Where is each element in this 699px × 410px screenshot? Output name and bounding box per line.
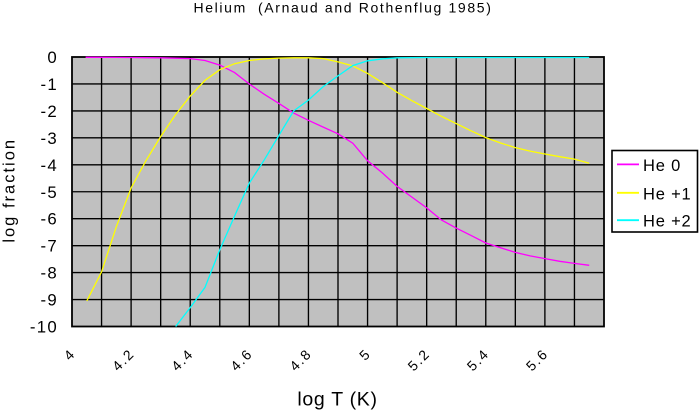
svg-text:4.6: 4.6 xyxy=(227,345,256,374)
svg-text:-3: -3 xyxy=(40,129,58,148)
svg-text:5: 5 xyxy=(356,345,374,363)
svg-text:Helium (Arnaud and Rothenflug: Helium (Arnaud and Rothenflug 1985) xyxy=(193,0,492,16)
svg-text:5.4: 5.4 xyxy=(464,345,493,374)
svg-text:log T (K): log T (K) xyxy=(297,389,377,410)
svg-text:-9: -9 xyxy=(40,291,58,310)
svg-text:-8: -8 xyxy=(40,264,58,283)
svg-text:He +1: He +1 xyxy=(643,185,692,203)
svg-text:log fraction: log fraction xyxy=(0,138,18,243)
svg-text:4.8: 4.8 xyxy=(286,345,315,374)
svg-text:5.2: 5.2 xyxy=(404,345,433,374)
svg-text:-7: -7 xyxy=(40,237,58,256)
svg-text:0: 0 xyxy=(47,48,58,67)
svg-text:-4: -4 xyxy=(40,156,58,175)
svg-text:-6: -6 xyxy=(40,210,58,229)
svg-text:-5: -5 xyxy=(40,183,58,202)
svg-text:-2: -2 xyxy=(40,102,58,121)
svg-text:4.2: 4.2 xyxy=(109,345,138,374)
svg-text:5.6: 5.6 xyxy=(523,345,552,374)
svg-text:He +2: He +2 xyxy=(643,213,692,231)
svg-text:4: 4 xyxy=(60,345,78,363)
svg-text:He 0: He 0 xyxy=(643,157,681,175)
svg-text:-1: -1 xyxy=(40,75,58,94)
svg-text:4.4: 4.4 xyxy=(168,345,197,374)
svg-text:-10: -10 xyxy=(30,318,58,337)
